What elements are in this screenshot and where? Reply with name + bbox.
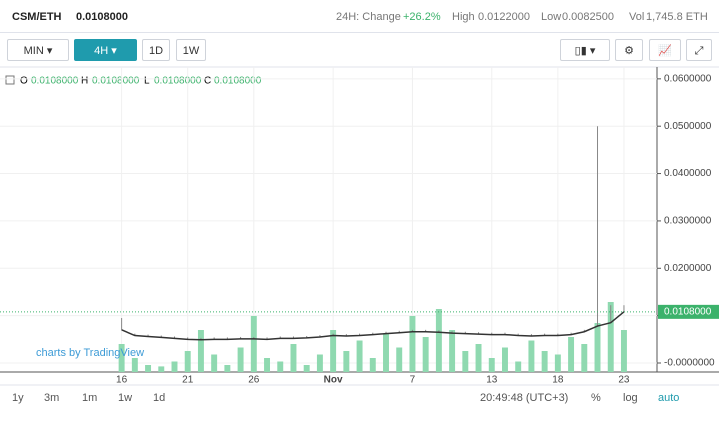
volume-bar <box>581 344 588 372</box>
last-price-box <box>658 304 719 319</box>
y-tick-label: 0.0400000 <box>664 168 712 179</box>
x-tick-label: Nov <box>324 375 343 386</box>
last-price-label: 0.0108000 <box>664 306 712 317</box>
y-tick-label: 0.0300000 <box>664 216 712 227</box>
legend-label: O <box>20 76 28 87</box>
change-label: 24H: Change <box>336 11 401 23</box>
x-tick-label: 13 <box>486 375 498 386</box>
clock: 20:49:48 (UTC+3) <box>480 392 569 404</box>
volume-bar <box>528 340 535 372</box>
volume-bar <box>435 309 442 372</box>
indicators-button[interactable]: 📈 <box>649 39 681 61</box>
vol-label: Vol <box>629 11 645 23</box>
volume-bar <box>488 358 495 372</box>
low-label: Low <box>541 11 562 23</box>
x-tick-label: 26 <box>248 375 260 386</box>
volume-bar <box>396 347 403 372</box>
y-tick-label: 0.0100000 <box>664 310 712 321</box>
volume-bar <box>145 365 152 372</box>
volume-bar <box>171 361 178 372</box>
volume-bar <box>620 330 627 372</box>
label: 4H <box>94 45 109 57</box>
interval-button[interactable]: MIN ▾ <box>7 39 69 61</box>
volume-bar <box>475 344 482 372</box>
legend-value: 0.0108000 <box>214 76 262 87</box>
legend-value: 0.0108000 <box>31 76 79 87</box>
volume-bar <box>409 316 416 372</box>
x-tick-label: 18 <box>552 375 564 386</box>
price: 0.0108000 <box>76 11 128 23</box>
volume-bar <box>541 351 548 372</box>
y-tick-label: 0.0600000 <box>664 73 712 84</box>
range-button[interactable]: 3m <box>44 392 60 404</box>
volume-bar <box>250 316 257 372</box>
x-tick-label: 23 <box>618 375 630 386</box>
high: 0.0122000 <box>478 11 530 23</box>
legend-toggle[interactable] <box>5 75 15 85</box>
interval-button[interactable]: 1D <box>142 39 170 61</box>
log-toggle[interactable]: log <box>623 392 638 404</box>
percent-toggle[interactable]: % <box>591 392 601 404</box>
volume-bar <box>568 337 575 372</box>
fullscreen-button[interactable]: ⤢ <box>686 39 712 61</box>
header: CSM/ETH 0.0108000 24H: Change +26.2% Hig… <box>0 0 719 33</box>
range-button[interactable]: 1d <box>153 392 166 404</box>
chart-type-button[interactable]: ▯▮ ▾ <box>560 39 610 61</box>
legend-label: C <box>204 76 211 87</box>
settings-button[interactable]: ⚙ <box>615 39 643 61</box>
volume-bar <box>330 330 337 372</box>
volume-bar <box>462 351 469 372</box>
volume-bar <box>316 354 323 372</box>
volume-bar <box>197 330 204 372</box>
volume-bar <box>264 358 271 372</box>
watermark: charts by TradingView <box>36 347 144 359</box>
volume-bar <box>131 358 138 372</box>
volume-bar <box>224 365 231 372</box>
legend-value: 0.0108000 <box>154 76 202 87</box>
range-button[interactable]: 1w <box>118 392 133 404</box>
volume-bar <box>237 347 244 372</box>
change: +26.2% <box>403 11 441 23</box>
volume-bar <box>184 351 191 372</box>
pair: CSM/ETH <box>12 11 62 23</box>
volume-bar <box>303 365 310 372</box>
volume-bar <box>118 344 125 372</box>
volume-bar <box>607 302 614 372</box>
volume-bar <box>369 358 376 372</box>
interval-button[interactable]: 1W <box>176 39 206 61</box>
range-button[interactable]: 1y <box>12 392 24 404</box>
legend-label: H <box>81 76 88 87</box>
vol: 1,745.8 ETH <box>646 11 708 23</box>
volume-bar <box>158 366 165 372</box>
volume-bar <box>383 333 389 372</box>
volume-bar <box>594 323 601 372</box>
high-label: High <box>452 11 475 23</box>
low: 0.0082500 <box>562 11 614 23</box>
volume-bar <box>515 361 522 372</box>
volume-bar <box>449 330 456 372</box>
x-tick-label: 16 <box>116 375 128 386</box>
volume-bar <box>211 354 218 372</box>
y-tick-label: 0.0500000 <box>664 121 712 132</box>
y-tick-label: 0.0200000 <box>664 263 712 274</box>
volume-bar <box>290 344 297 372</box>
volume-bar <box>277 361 284 372</box>
volume-bar <box>502 347 508 372</box>
volume-bar <box>356 340 363 372</box>
price-line <box>121 311 625 341</box>
label: MIN <box>23 45 44 57</box>
volume-bar <box>422 337 429 372</box>
auto-toggle[interactable]: auto <box>658 392 680 404</box>
x-tick-label: 21 <box>182 375 194 386</box>
legend-value: 0.0108000 <box>92 76 140 87</box>
interval-button[interactable]: 4H ▾ <box>74 39 137 61</box>
range-button[interactable]: 1m <box>82 392 98 404</box>
volume-bar <box>554 354 561 372</box>
x-tick-label: 7 <box>410 375 416 386</box>
volume-bar <box>343 351 350 372</box>
legend-label: L <box>144 76 150 87</box>
y-tick-label: -0.0000000 <box>664 358 715 369</box>
